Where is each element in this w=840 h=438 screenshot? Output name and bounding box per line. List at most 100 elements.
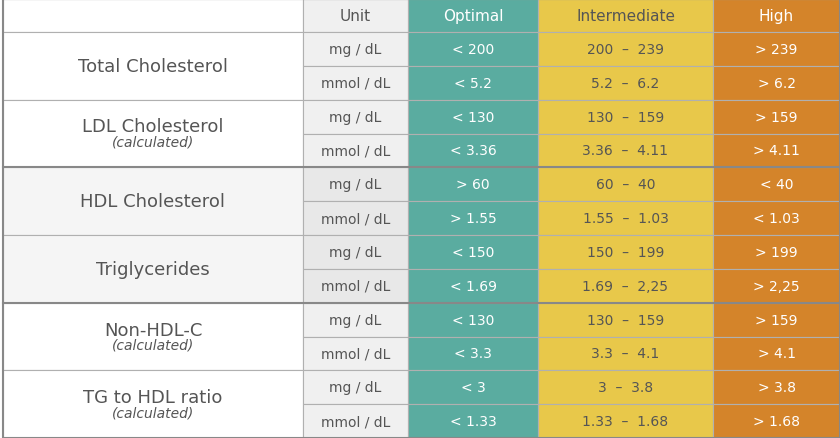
Text: LDL Cholesterol: LDL Cholesterol bbox=[82, 118, 223, 136]
Text: mg / dL: mg / dL bbox=[329, 313, 381, 327]
Bar bbox=[538, 269, 713, 303]
Bar bbox=[538, 100, 713, 134]
Text: > 6.2: > 6.2 bbox=[758, 77, 795, 91]
Bar bbox=[538, 67, 713, 100]
Text: < 3: < 3 bbox=[460, 380, 486, 394]
Text: 3.36  –  4.11: 3.36 – 4.11 bbox=[582, 144, 669, 158]
Text: 1.33  –  1.68: 1.33 – 1.68 bbox=[582, 414, 669, 428]
Bar bbox=[713, 337, 840, 371]
Text: mg / dL: mg / dL bbox=[329, 110, 381, 124]
Text: < 1.69: < 1.69 bbox=[449, 279, 496, 293]
Bar bbox=[408, 236, 538, 269]
Bar bbox=[538, 303, 713, 337]
Bar bbox=[538, 168, 713, 202]
Bar bbox=[538, 371, 713, 404]
Text: (calculated): (calculated) bbox=[112, 405, 194, 419]
Bar bbox=[303, 236, 408, 269]
Text: mg / dL: mg / dL bbox=[329, 178, 381, 192]
Bar bbox=[303, 303, 408, 337]
Bar bbox=[303, 0, 408, 33]
Bar bbox=[538, 134, 713, 168]
Text: 60  –  40: 60 – 40 bbox=[596, 178, 655, 192]
Bar bbox=[713, 0, 840, 33]
Text: < 200: < 200 bbox=[452, 43, 494, 57]
Bar bbox=[303, 371, 408, 404]
Text: mmol / dL: mmol / dL bbox=[321, 279, 391, 293]
Text: > 60: > 60 bbox=[456, 178, 490, 192]
Bar bbox=[408, 337, 538, 371]
Bar bbox=[303, 269, 408, 303]
Text: (calculated): (calculated) bbox=[112, 338, 194, 352]
Bar bbox=[408, 404, 538, 438]
Bar bbox=[303, 67, 408, 100]
Text: > 159: > 159 bbox=[755, 110, 798, 124]
Text: Optimal: Optimal bbox=[443, 9, 503, 24]
Text: > 4.1: > 4.1 bbox=[758, 346, 795, 360]
Bar bbox=[408, 0, 538, 33]
Text: mmol / dL: mmol / dL bbox=[321, 346, 391, 360]
Text: < 3.3: < 3.3 bbox=[454, 346, 492, 360]
Text: Intermediate: Intermediate bbox=[576, 9, 675, 24]
Text: < 1.03: < 1.03 bbox=[753, 212, 800, 226]
Text: 3.3  –  4.1: 3.3 – 4.1 bbox=[591, 346, 659, 360]
Bar bbox=[538, 404, 713, 438]
Bar bbox=[303, 100, 408, 134]
Text: mmol / dL: mmol / dL bbox=[321, 144, 391, 158]
Text: 150  –  199: 150 – 199 bbox=[587, 245, 664, 259]
Bar bbox=[3, 33, 303, 100]
Bar bbox=[538, 337, 713, 371]
Text: < 40: < 40 bbox=[759, 178, 793, 192]
Text: 1.69  –  2,25: 1.69 – 2,25 bbox=[582, 279, 669, 293]
Bar bbox=[408, 371, 538, 404]
Text: mg / dL: mg / dL bbox=[329, 43, 381, 57]
Bar bbox=[408, 134, 538, 168]
Text: > 4.11: > 4.11 bbox=[753, 144, 800, 158]
Bar bbox=[713, 202, 840, 236]
Bar bbox=[408, 269, 538, 303]
Bar bbox=[408, 168, 538, 202]
Text: Triglycerides: Triglycerides bbox=[96, 260, 210, 278]
Text: < 130: < 130 bbox=[452, 313, 494, 327]
Bar bbox=[713, 404, 840, 438]
Text: > 199: > 199 bbox=[755, 245, 798, 259]
Bar bbox=[303, 168, 408, 202]
Bar bbox=[303, 404, 408, 438]
Text: 5.2  –  6.2: 5.2 – 6.2 bbox=[591, 77, 659, 91]
Bar bbox=[3, 168, 303, 236]
Bar bbox=[713, 134, 840, 168]
Bar bbox=[408, 67, 538, 100]
Bar bbox=[713, 67, 840, 100]
Bar bbox=[3, 303, 303, 371]
Bar bbox=[3, 100, 303, 168]
Bar bbox=[3, 236, 303, 303]
Bar bbox=[3, 0, 303, 33]
Text: < 1.33: < 1.33 bbox=[449, 414, 496, 428]
Text: < 150: < 150 bbox=[452, 245, 494, 259]
Bar bbox=[713, 303, 840, 337]
Text: > 2,25: > 2,25 bbox=[753, 279, 800, 293]
Text: 130  –  159: 130 – 159 bbox=[587, 313, 664, 327]
Text: 1.55  –  1.03: 1.55 – 1.03 bbox=[583, 212, 669, 226]
Bar bbox=[713, 33, 840, 67]
Bar bbox=[3, 371, 303, 438]
Text: Total Cholesterol: Total Cholesterol bbox=[78, 58, 228, 76]
Text: (calculated): (calculated) bbox=[112, 135, 194, 149]
Bar bbox=[408, 33, 538, 67]
Bar bbox=[713, 371, 840, 404]
Bar bbox=[303, 134, 408, 168]
Bar bbox=[538, 33, 713, 67]
Text: < 3.36: < 3.36 bbox=[449, 144, 496, 158]
Bar bbox=[538, 236, 713, 269]
Bar bbox=[713, 236, 840, 269]
Text: 130  –  159: 130 – 159 bbox=[587, 110, 664, 124]
Bar bbox=[713, 269, 840, 303]
Text: 3  –  3.8: 3 – 3.8 bbox=[598, 380, 653, 394]
Bar bbox=[408, 202, 538, 236]
Bar bbox=[713, 100, 840, 134]
Bar bbox=[303, 33, 408, 67]
Text: mg / dL: mg / dL bbox=[329, 245, 381, 259]
Text: HDL Cholesterol: HDL Cholesterol bbox=[81, 193, 225, 211]
Text: > 1.68: > 1.68 bbox=[753, 414, 800, 428]
Text: TG to HDL ratio: TG to HDL ratio bbox=[83, 388, 223, 406]
Text: High: High bbox=[759, 9, 794, 24]
